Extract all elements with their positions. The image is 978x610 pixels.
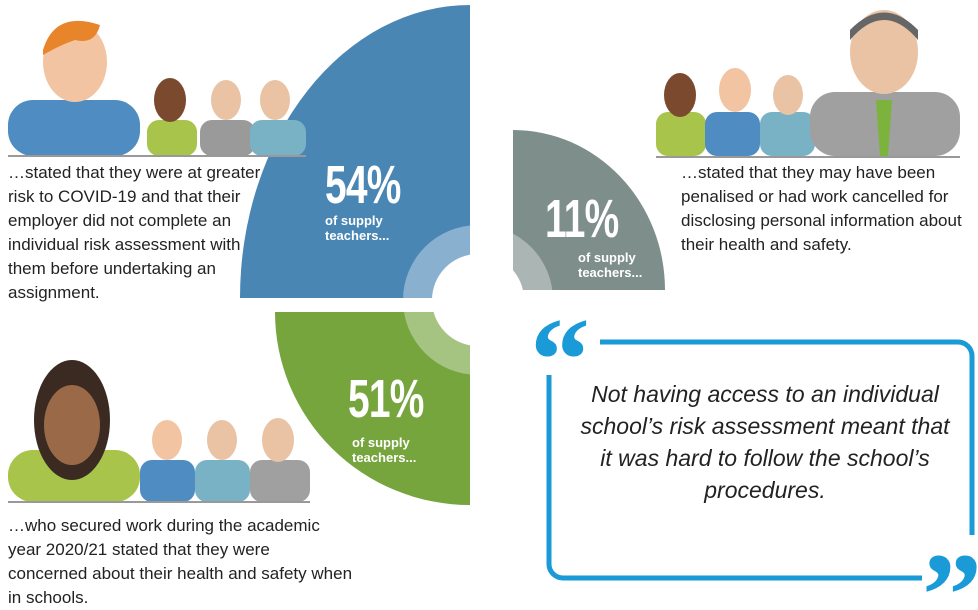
quote-close: ” [922,535,978,606]
quote-text: Not having access to an individual schoo… [575,378,955,506]
page: …stated that they were at greater risk t… [0,0,978,606]
people-bottom-left [8,360,310,502]
stat-percent: 54% [325,158,401,212]
stat-text: …stated that they may have been penalise… [681,161,976,257]
stat-label: of supply teachers... [325,213,405,243]
stat-percent: 51% [348,372,424,426]
stat-label: of supply teachers... [352,435,432,465]
stat-label: of supply teachers... [578,250,658,280]
quote-open: “ [530,300,600,375]
stat-percent: 11% [545,192,619,246]
stat-text: …stated that they were at greater risk t… [8,161,276,305]
people-top-right [656,10,960,157]
stat-text: …who secured work during the academic ye… [8,514,353,610]
people-top-left [8,21,306,156]
